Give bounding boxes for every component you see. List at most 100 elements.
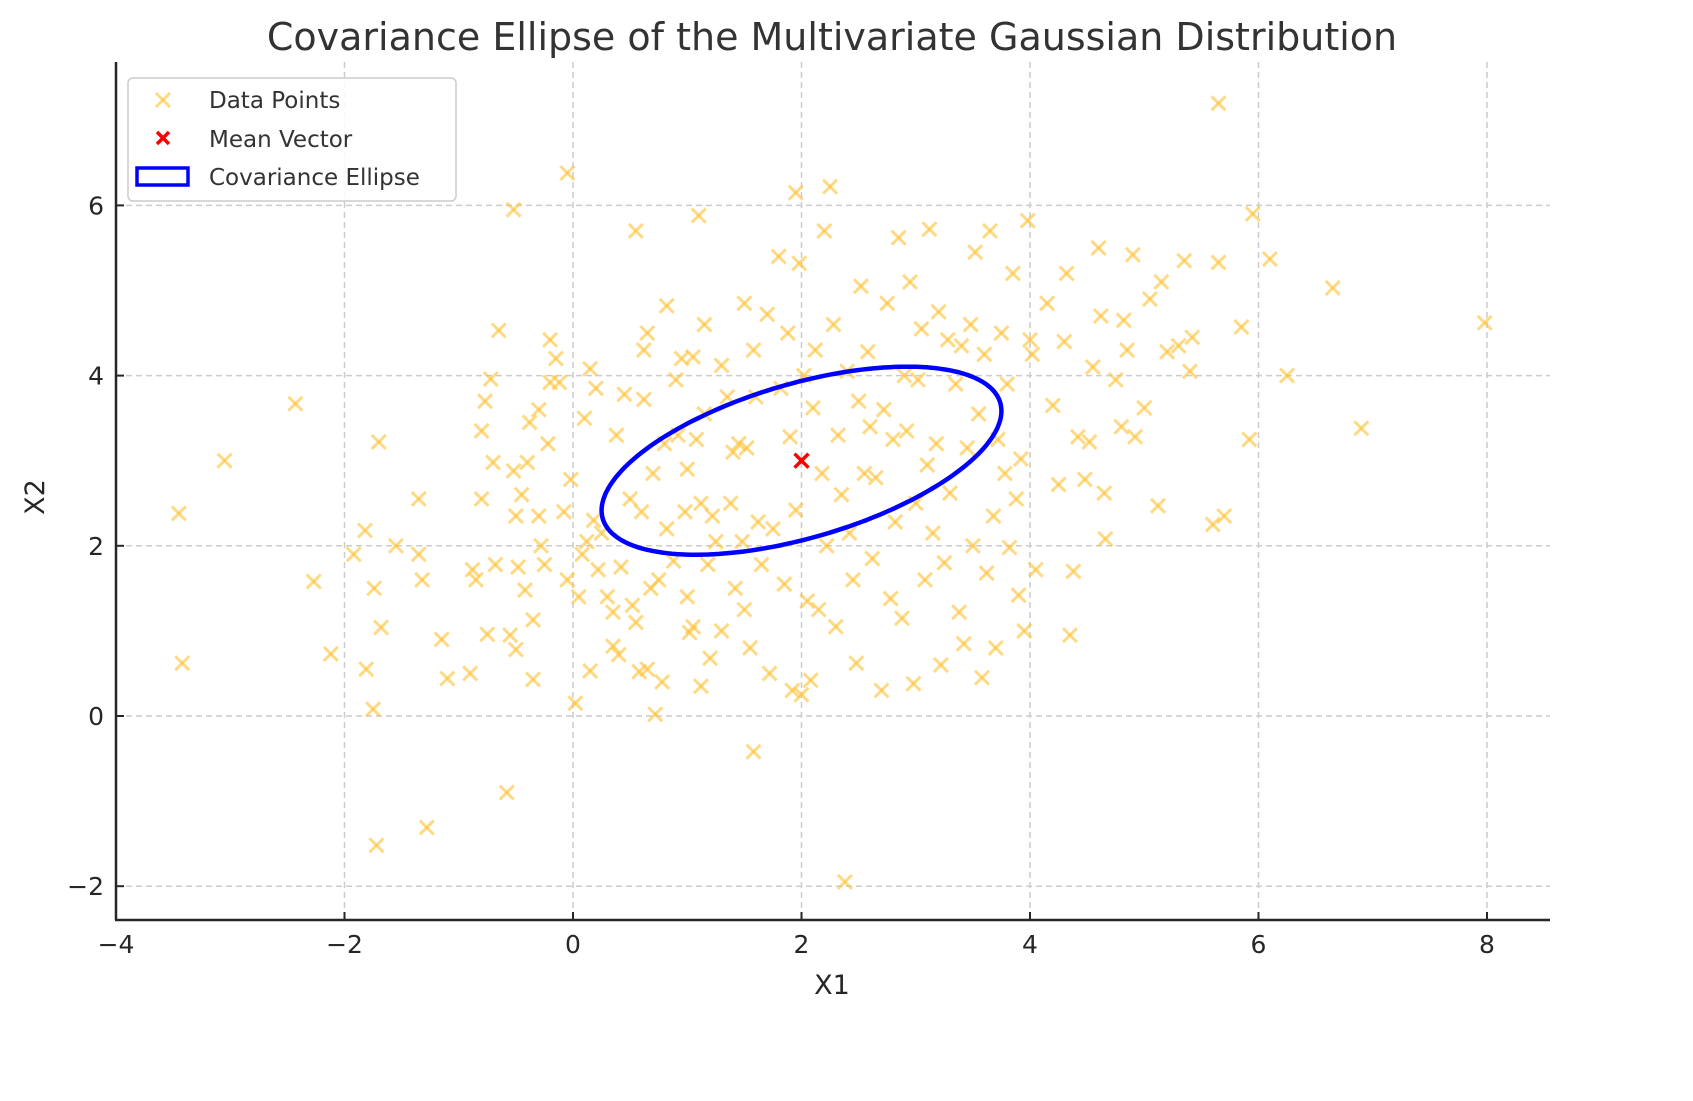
data-point (829, 427, 847, 444)
data-point (476, 393, 494, 410)
data-point (287, 395, 304, 412)
legend: Data Points Mean Vector Covariance Ellip… (127, 77, 457, 202)
data-point (1076, 471, 1093, 488)
data-point (967, 244, 984, 261)
data-point (692, 495, 710, 512)
data-point (1021, 331, 1039, 348)
x-tick-label: −4 (98, 930, 135, 959)
data-point (764, 520, 781, 537)
data-point (622, 490, 639, 508)
data-point (887, 513, 904, 531)
data-point (996, 465, 1013, 482)
data-point (844, 571, 861, 588)
data-point (658, 297, 675, 314)
data-point (644, 465, 662, 482)
data-point (1170, 337, 1187, 354)
y-tick-label: 2 (88, 532, 104, 561)
data-point (1084, 359, 1101, 376)
y-axis-label: X2 (20, 479, 51, 515)
data-point (770, 248, 787, 265)
data-point (1092, 307, 1109, 325)
data-point (882, 590, 899, 607)
data-point (836, 873, 853, 891)
data-point (490, 322, 507, 339)
data-point (722, 495, 739, 512)
data-point (576, 410, 593, 427)
data-point (884, 431, 901, 448)
data-point (368, 837, 385, 854)
data-point (1136, 399, 1153, 416)
data-point (924, 524, 941, 542)
data-point (825, 316, 842, 333)
data-point (947, 376, 964, 393)
data-point (170, 505, 187, 522)
data-point (539, 435, 556, 452)
data-point (1044, 397, 1061, 414)
data-point (1061, 627, 1079, 644)
data-point (802, 672, 819, 689)
data-point (366, 580, 383, 597)
data-point (1204, 516, 1221, 533)
data-point (1016, 622, 1033, 639)
data-point (1210, 95, 1227, 112)
data-point (745, 743, 762, 760)
data-point (818, 537, 835, 554)
data-point (505, 201, 522, 218)
data-point (684, 348, 702, 365)
data-point (901, 273, 919, 291)
data-point (1476, 314, 1493, 331)
data-point (487, 556, 504, 573)
data-point (1050, 476, 1067, 493)
data-point (978, 564, 995, 582)
data-point (791, 255, 808, 272)
data-point (724, 444, 742, 461)
data-point (970, 405, 987, 422)
data-point (799, 593, 816, 610)
data-point (964, 537, 981, 554)
data-point (216, 452, 233, 469)
data-point (827, 618, 844, 635)
data-point (498, 784, 515, 801)
data-point (647, 706, 664, 723)
data-point (482, 370, 499, 388)
data-point (736, 601, 753, 618)
data-point (536, 556, 553, 573)
x-tick-label: 8 (1479, 930, 1495, 959)
data-point (875, 401, 892, 418)
data-point (1149, 497, 1167, 514)
rect-outline-icon (135, 166, 190, 187)
data-point (759, 306, 776, 323)
data-point (704, 507, 721, 525)
data-point (559, 165, 576, 182)
data-point (1159, 343, 1176, 360)
data-point (864, 550, 881, 567)
data-point (1069, 428, 1087, 445)
data-point (916, 571, 933, 588)
data-point (919, 456, 936, 474)
data-point (639, 324, 656, 342)
data-point (1081, 433, 1098, 451)
data-point (852, 278, 869, 295)
y-axis-ticks: −2 0 2 4 6 (67, 191, 124, 901)
y-tick-label: 6 (88, 191, 104, 220)
data-point (932, 656, 949, 674)
data-point (358, 661, 375, 678)
data-point (1119, 342, 1136, 359)
data-point (1019, 212, 1036, 229)
data-point (507, 507, 524, 525)
data-point (688, 431, 705, 448)
data-point (305, 573, 322, 590)
data-point (738, 439, 755, 456)
data-point (679, 588, 696, 605)
data-point (1127, 428, 1144, 445)
data-point (973, 669, 991, 686)
data-point (713, 622, 730, 639)
data-point (696, 316, 713, 333)
data-point (521, 414, 538, 431)
data-point (1184, 329, 1201, 346)
y-tick-label: 0 (88, 702, 104, 731)
data-point (484, 454, 502, 471)
data-point (462, 665, 479, 682)
data-point (624, 597, 641, 614)
data-point (1024, 346, 1041, 363)
